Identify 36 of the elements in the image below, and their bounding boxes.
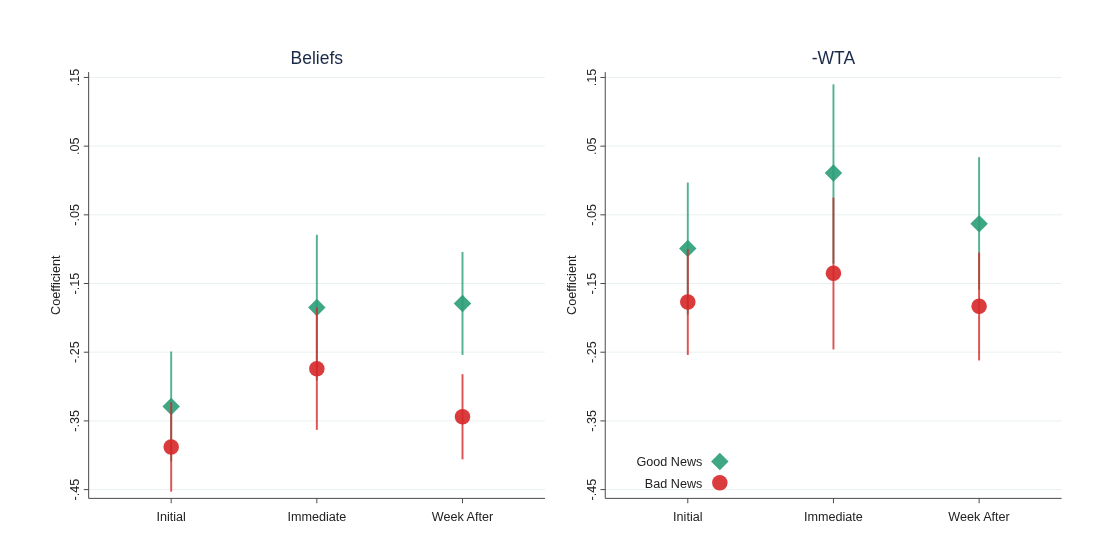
y-tick-label: -.15 [67,272,82,295]
x-tick-label: Immediate [287,509,347,524]
y-tick-label: -.05 [67,203,82,226]
x-tick-label: Week After [431,509,494,524]
y-axis-title: Coefficient [565,255,580,315]
y-tick-label: .05 [67,137,82,155]
point [825,265,842,281]
y-tick-label: -.35 [584,410,599,432]
y-tick-label: .05 [584,137,599,155]
point [453,294,472,313]
y-tick-label: -.25 [67,341,82,364]
point [824,164,843,182]
point [970,215,988,233]
y-tick-label: -.45 [67,478,82,501]
point [163,439,179,455]
point [454,409,471,425]
y-tick-label: .15 [67,68,82,87]
point [971,298,987,314]
y-tick-label: -.15 [584,272,599,295]
x-tick-label: Initial [673,509,703,524]
chart-title: -WTA [811,48,856,69]
point [309,360,325,377]
legend-label: Good News [636,455,703,470]
x-tick-label: Immediate [804,509,863,524]
point [679,239,697,258]
point [680,294,696,310]
y-tick-label: -.05 [584,203,599,226]
y-axis-title: Coefficient [48,255,63,315]
x-tick-label: Initial [156,509,186,524]
y-tick-label: -.45 [584,478,599,501]
chart-title: Beliefs [290,48,344,69]
x-tick-label: Week After [948,509,1010,524]
y-tick-label: -.35 [67,410,82,432]
legend-label: Bad News [644,476,703,491]
y-tick-label: .15 [584,68,599,87]
y-tick-label: -.25 [584,341,599,364]
